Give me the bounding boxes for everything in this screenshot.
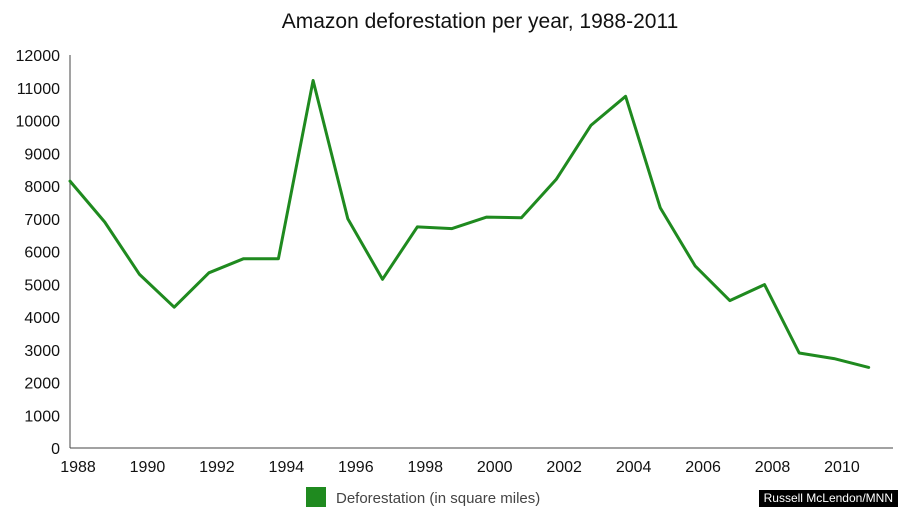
credit-label: Russell McLendon/MNN: [758, 490, 898, 507]
x-tick-label: 2002: [546, 459, 582, 476]
x-tick-label: 2000: [477, 459, 513, 476]
series-group: [68, 79, 871, 369]
y-tick-label: 4000: [24, 310, 60, 327]
y-tick-label: 9000: [24, 146, 60, 163]
y-tick-label: 11000: [17, 81, 60, 98]
x-tick-label: 2006: [685, 459, 721, 476]
y-tick-label: 8000: [24, 179, 60, 196]
y-tick-label: 2000: [24, 376, 60, 393]
x-tick-label: 2010: [824, 459, 860, 476]
x-tick-label: 2004: [616, 459, 652, 476]
x-tick-label: 1992: [199, 459, 235, 476]
x-tick-label: 1998: [407, 459, 443, 476]
legend-label: Deforestation (in square miles): [336, 490, 540, 507]
x-tick-label: 1990: [130, 459, 166, 476]
series-line: [68, 79, 871, 369]
x-tick-label: 1988: [60, 459, 96, 476]
y-tick-label: 6000: [24, 245, 60, 262]
x-tick-label: 1994: [269, 459, 305, 476]
y-tick-label: 10000: [16, 114, 61, 131]
y-tick-label: 7000: [24, 212, 60, 229]
y-tick-label: 12000: [16, 48, 61, 65]
y-tick-label: 3000: [24, 343, 60, 360]
legend: Deforestation (in square miles): [306, 487, 540, 507]
chart-title: Amazon deforestation per year, 1988-2011: [282, 10, 679, 33]
x-tick-label: 2008: [755, 459, 791, 476]
y-tick-label: 0: [51, 441, 60, 458]
y-tick-label: 1000: [24, 408, 60, 425]
legend-swatch: [306, 487, 326, 507]
x-tick-label: 1996: [338, 459, 374, 476]
y-axis-labels: 0 1000 2000 3000 4000 5000 6000 7000 8000 9000 100…: [16, 48, 61, 458]
y-tick-label: 5000: [24, 277, 60, 294]
x-axis-labels: 1988 1990 1992 1994 1996 1998 2000 2002 2004 2006…: [60, 459, 860, 476]
